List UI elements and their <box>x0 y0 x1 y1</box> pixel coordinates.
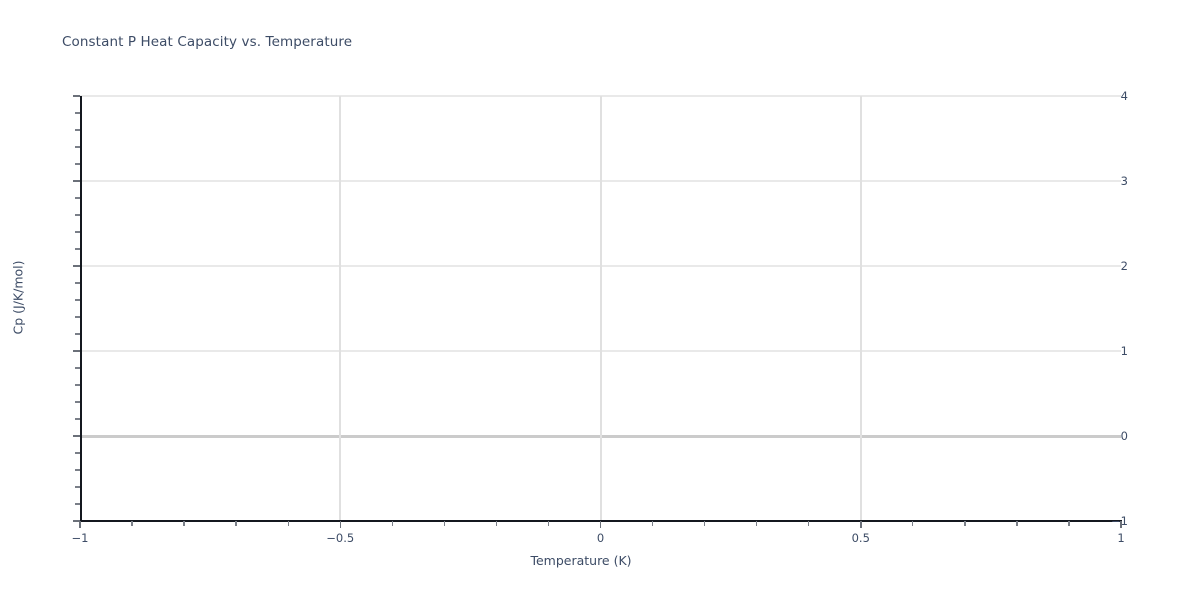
y-tick-minor <box>75 469 80 471</box>
y-tick-minor <box>75 299 80 301</box>
y-tick-minor <box>75 486 80 488</box>
x-tick-minor <box>808 521 810 526</box>
x-axis-ticks <box>79 521 1122 533</box>
y-tick-label: 3 <box>1120 174 1128 188</box>
x-tick-label: 0.5 <box>851 531 870 545</box>
y-tick-minor <box>75 112 80 114</box>
x-tick-minor <box>964 521 966 526</box>
x-tick-minor <box>1068 521 1070 526</box>
x-axis-label: Temperature (K) <box>0 553 1200 568</box>
y-tick-major <box>73 350 80 352</box>
y-axis-label: Cp (J/K/mol) <box>10 260 26 335</box>
x-tick-minor <box>443 521 446 526</box>
gridline-vertical <box>599 96 602 521</box>
x-tick-minor <box>1016 521 1018 526</box>
y-tick-minor <box>75 452 80 454</box>
y-tick-major <box>73 95 80 97</box>
y-tick-minor <box>75 197 80 199</box>
x-tick-major <box>860 521 862 528</box>
x-tick-minor <box>703 521 706 526</box>
y-tick-major <box>73 435 80 437</box>
y-tick-minor <box>75 214 80 216</box>
y-tick-minor <box>75 316 80 318</box>
y-tick-minor <box>75 333 80 335</box>
x-tick-minor <box>651 521 654 526</box>
gridline-vertical <box>339 96 342 521</box>
y-tick-major <box>73 265 80 267</box>
x-axis-label-text: Temperature (K) <box>530 553 632 568</box>
y-tick-label: 2 <box>1120 259 1128 273</box>
x-tick-minor <box>235 521 237 526</box>
x-tick-minor <box>391 521 393 526</box>
y-tick-minor <box>75 146 80 148</box>
y-tick-label: 1 <box>1120 344 1128 358</box>
y-axis-spine <box>80 96 82 522</box>
y-tick-minor <box>75 384 80 386</box>
x-tick-minor <box>547 521 550 526</box>
x-tick-minor <box>755 521 758 526</box>
y-tick-minor <box>75 418 80 420</box>
x-tick-label: 0 <box>596 531 605 545</box>
y-tick-minor <box>75 163 80 165</box>
x-tick-minor <box>183 521 185 526</box>
x-tick-major <box>339 521 342 528</box>
y-tick-minor <box>75 282 80 284</box>
y-tick-major <box>73 180 80 182</box>
y-tick-label: 0 <box>1120 429 1128 443</box>
x-tick-minor <box>131 521 133 526</box>
y-tick-label: 4 <box>1120 89 1128 103</box>
gridline-vertical <box>859 96 862 521</box>
x-tick-minor <box>912 521 914 526</box>
x-tick-label: −0.5 <box>326 531 355 545</box>
x-tick-major <box>79 521 81 528</box>
x-tick-major <box>1120 521 1122 528</box>
y-tick-minor <box>75 248 80 250</box>
y-tick-minor <box>75 367 80 369</box>
y-tick-minor <box>75 231 80 233</box>
y-axis-ticks <box>0 95 80 522</box>
y-tick-minor <box>75 129 80 131</box>
x-tick-minor <box>495 521 498 526</box>
chart-title: Constant P Heat Capacity vs. Temperature <box>62 34 353 50</box>
y-tick-major <box>73 520 80 522</box>
y-tick-minor <box>75 503 80 505</box>
x-tick-major <box>599 521 602 528</box>
plot-area <box>80 95 1121 521</box>
x-tick-label: −1 <box>71 531 89 545</box>
y-tick-label: −1 <box>1111 514 1128 528</box>
x-tick-minor <box>287 521 289 526</box>
y-tick-minor <box>75 401 80 403</box>
x-tick-label: 1 <box>1117 531 1125 545</box>
